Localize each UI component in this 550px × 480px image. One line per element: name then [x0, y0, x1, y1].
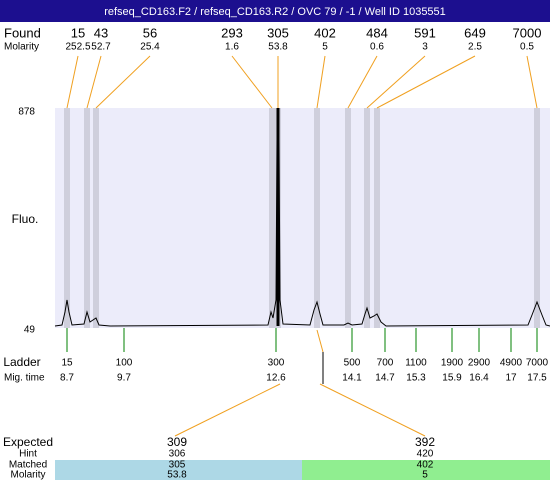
found-molarity: 2.5 — [468, 42, 482, 53]
header-title: refseq_CD163.F2 / refseq_CD163.R2 / OVC … — [104, 6, 446, 18]
axis-bottom: 49 — [24, 325, 36, 336]
ladder-size: 500 — [344, 358, 361, 369]
found-size: 7000 — [513, 25, 542, 40]
mig-time: 16.4 — [469, 373, 489, 384]
peak-band — [64, 108, 70, 328]
leader-line — [231, 55, 273, 109]
mig-time: 17.5 — [527, 373, 547, 384]
ladder-size: 2900 — [468, 358, 491, 369]
peak-band — [84, 108, 90, 328]
found-size: 305 — [267, 25, 289, 40]
matched-bar — [55, 460, 302, 480]
found-molarity: 3 — [422, 42, 428, 53]
ladder-size: 7000 — [526, 358, 549, 369]
matched-value: 305 — [169, 460, 186, 471]
leader-line — [319, 383, 426, 437]
ladder-size: 700 — [377, 358, 394, 369]
found-molarity: 52.7 — [91, 42, 111, 53]
axis-label: Fluo. — [12, 212, 39, 226]
leader-line — [316, 329, 324, 353]
molarity-value: 53.8 — [167, 470, 187, 480]
found-size: 402 — [314, 25, 336, 40]
found-molarity: 0.5 — [520, 42, 534, 53]
found-molarity: 0.6 — [370, 42, 384, 53]
peak-band — [534, 108, 540, 328]
leader-line — [526, 55, 538, 109]
hint-value: 420 — [417, 449, 434, 460]
header-bar — [0, 0, 550, 22]
leader-line — [316, 55, 326, 109]
mig-time: 15.3 — [406, 373, 426, 384]
molarity-row-label: Molarity — [10, 470, 45, 480]
found-size: 43 — [94, 25, 108, 40]
mig-time: 12.6 — [266, 373, 286, 384]
mig-time: 17 — [505, 373, 517, 384]
found-size: 484 — [366, 25, 388, 40]
plot-area — [55, 108, 550, 328]
peak-band — [374, 108, 380, 328]
molarity-label: Molarity — [4, 42, 39, 53]
matched-label: Matched — [9, 460, 47, 471]
found-molarity: 25.4 — [140, 42, 160, 53]
hint-label: Hint — [19, 449, 37, 460]
ladder-size: 300 — [268, 358, 285, 369]
trace — [54, 107, 550, 327]
expected-value: 392 — [415, 435, 435, 449]
found-size: 56 — [143, 25, 157, 40]
found-molarity: 1.6 — [225, 42, 239, 53]
leader-line — [86, 55, 102, 109]
found-molarity: 5 — [322, 42, 328, 53]
ladder-size: 1900 — [441, 358, 464, 369]
leader-line — [95, 55, 151, 109]
found-size: 293 — [221, 25, 243, 40]
found-label: Found — [4, 25, 41, 40]
matched-value: 402 — [417, 460, 434, 471]
mig-time: 14.1 — [342, 373, 362, 384]
peak-band — [93, 108, 99, 328]
leader-line — [66, 55, 79, 109]
mig-time: 9.7 — [117, 373, 131, 384]
ladder-label: Ladder — [3, 355, 40, 369]
leader-line — [376, 55, 476, 109]
axis-top: 878 — [18, 107, 35, 118]
peak-band — [314, 108, 320, 328]
ladder-size: 1100 — [405, 358, 427, 369]
found-molarity: 252.5 — [65, 42, 90, 53]
peak-band — [269, 108, 275, 328]
leader-line — [174, 383, 281, 437]
ladder-size: 15 — [61, 358, 73, 369]
mig-time: 8.7 — [60, 373, 74, 384]
mig-time: 15.9 — [442, 373, 462, 384]
hint-value: 306 — [169, 449, 186, 460]
leader-line — [366, 55, 426, 109]
peak-band — [364, 108, 370, 328]
leader-line — [347, 55, 378, 109]
ladder-size: 100 — [116, 358, 133, 369]
found-size: 649 — [464, 25, 486, 40]
found-molarity: 53.8 — [268, 42, 288, 53]
found-size: 591 — [414, 25, 436, 40]
found-size: 15 — [71, 25, 85, 40]
expected-label: Expected — [3, 435, 53, 449]
peak-band — [345, 108, 351, 328]
mig-time-label: Mig. time — [4, 373, 45, 384]
expected-value: 309 — [167, 435, 187, 449]
ladder-size: 4900 — [500, 358, 523, 369]
mig-time: 14.7 — [375, 373, 395, 384]
molarity-value: 5 — [422, 470, 428, 480]
matched-bar — [302, 460, 550, 480]
